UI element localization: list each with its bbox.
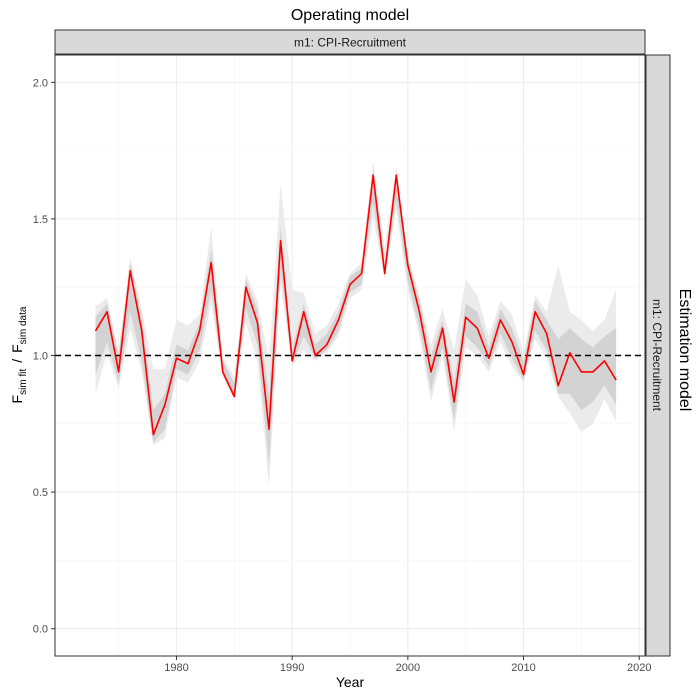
x-axis-title: Year <box>336 674 365 690</box>
facet-strip-top-label: m1: CPI-Recruitment <box>294 36 407 50</box>
y-axis-title-sub2: sim data <box>18 306 29 344</box>
facet-strip-top <box>54 29 646 55</box>
series-group <box>94 174 617 436</box>
series-line <box>94 174 617 436</box>
y-axis-title-f2: F <box>9 344 25 353</box>
y-tick-label: 0.0 <box>33 624 48 636</box>
y-axis-title-sub1: sim fit <box>18 369 29 395</box>
y-tick-label: 2.0 <box>33 77 48 89</box>
facet-strip-right <box>645 54 671 657</box>
x-tick-label: 2000 <box>396 662 420 674</box>
y-axis-title-sep: / <box>9 359 25 363</box>
x-tick-label: 2020 <box>627 662 651 674</box>
x-tick-label: 1990 <box>280 662 304 674</box>
chart-title: Operating model <box>291 7 409 24</box>
y-tick-label: 0.5 <box>33 487 48 499</box>
x-tick-label: 2010 <box>511 662 535 674</box>
right-axis-title: Estimation model <box>676 289 693 412</box>
y-axis-title: Fsim fit / Fsim data <box>9 306 29 403</box>
x-axis: 1980 1990 2000 2010 2020 <box>164 656 651 674</box>
y-axis: 0.0 0.5 1.0 1.5 2.0 <box>33 77 55 636</box>
uncertainty-bands <box>95 161 617 487</box>
y-axis-title-f1: F <box>9 395 25 404</box>
facet-strip-right-label: m1: CPI-Recruitment <box>650 299 664 412</box>
gridlines <box>55 55 645 656</box>
y-tick-label: 1.5 <box>33 214 48 226</box>
y-tick-label: 1.0 <box>33 351 48 363</box>
x-tick-label: 1980 <box>164 662 188 674</box>
